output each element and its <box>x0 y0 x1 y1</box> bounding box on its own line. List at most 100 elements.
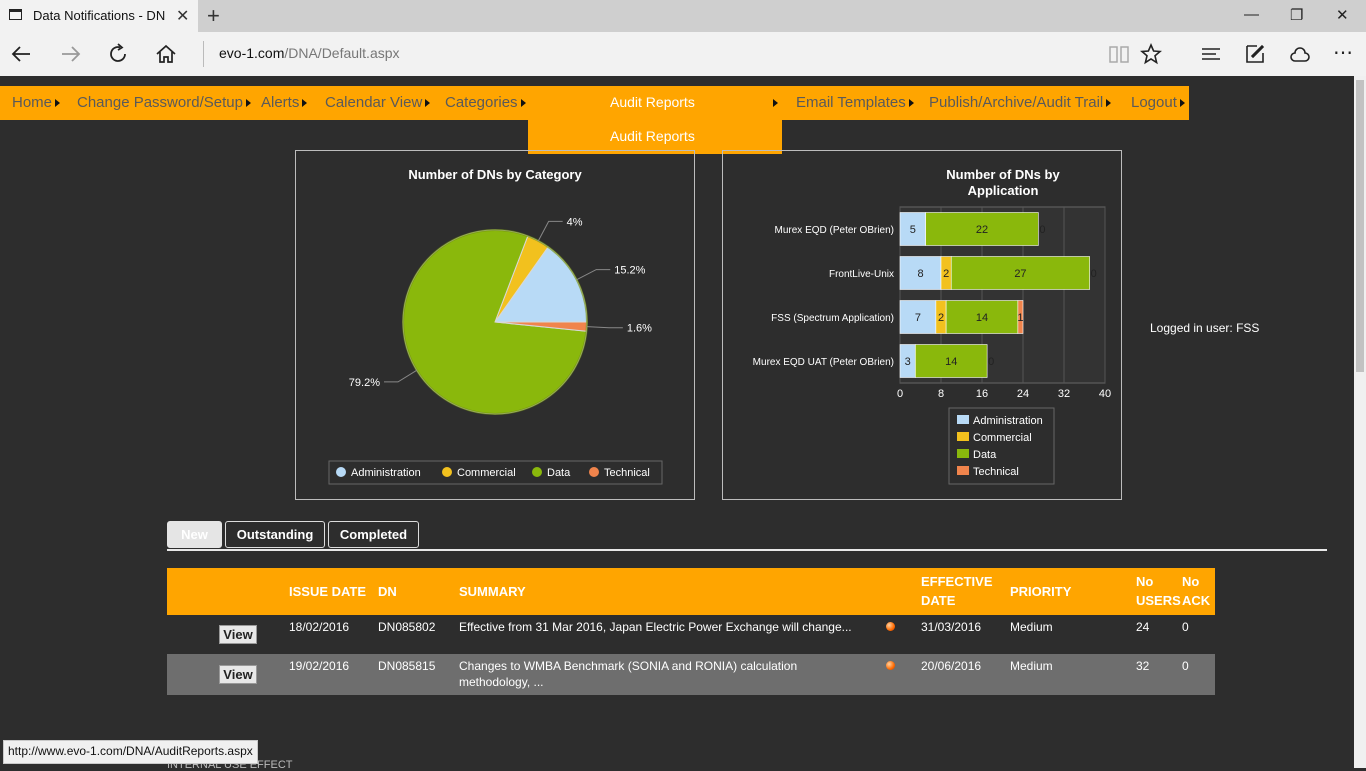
view-button[interactable]: View <box>219 625 257 644</box>
bar-legend-box <box>948 407 1055 485</box>
priority: Medium <box>1010 659 1053 673</box>
menu-logout[interactable]: Logout <box>1131 94 1185 111</box>
bar-data-label: 2 <box>943 268 949 280</box>
arrow-right-icon <box>1106 99 1112 108</box>
pie-legend-box <box>328 460 663 485</box>
x-tick-label: 8 <box>938 388 944 400</box>
summary: Effective from 31 Mar 2016, Japan Electr… <box>459 620 852 634</box>
more-icon[interactable]: ⋯ <box>1333 42 1353 64</box>
col-priority[interactable]: PRIORITY <box>1010 584 1072 599</box>
status-bar-url: http://www.evo-1.com/DNA/AuditReports.as… <box>3 740 258 764</box>
arrow-right-icon <box>245 99 251 108</box>
minimize-icon[interactable]: — <box>1244 6 1259 23</box>
menu-categories[interactable]: Categories <box>445 94 526 111</box>
x-tick-label: 32 <box>1058 388 1070 400</box>
menu-email-templates[interactable]: Email Templates <box>796 94 914 111</box>
scrollbar-thumb[interactable] <box>1356 80 1364 372</box>
menu-audit-reports[interactable]: Audit Reports <box>528 86 782 120</box>
dn-number: DN085815 <box>378 659 436 673</box>
bar-data-label: 1 <box>1017 312 1023 324</box>
col-no-ack-line1[interactable]: No <box>1182 574 1200 589</box>
address-toolbar: evo-1.com/DNA/Default.aspx ⋯ <box>0 32 1366 76</box>
bar-title-line1: Number of DNs by <box>946 167 1060 182</box>
new-tab-icon[interactable]: + <box>207 3 220 28</box>
favorite-star-icon[interactable] <box>1139 42 1163 66</box>
bar-chart: Number of DNs by Application 0 8 16 24 32 40 … <box>753 167 1111 485</box>
tab-new[interactable]: New <box>167 521 222 548</box>
priority: Medium <box>1010 620 1053 634</box>
close-window-icon[interactable]: ✕ <box>1336 7 1349 24</box>
col-effective-line1[interactable]: EFFECTIVE <box>921 574 993 589</box>
bar-segment-data[interactable] <box>945 300 1019 334</box>
summary-continued: methodology, ... <box>459 675 544 689</box>
y-tick-label: FrontLive-Unix <box>829 269 894 280</box>
no-ack: 0 <box>1182 620 1189 634</box>
col-dn[interactable]: DN <box>378 584 397 599</box>
col-no-ack-line2[interactable]: ACK <box>1182 593 1211 608</box>
close-tab-icon[interactable]: ✕ <box>176 8 190 25</box>
pie-data-label: 15.2% <box>614 265 645 277</box>
menu-label: Categories <box>445 94 518 111</box>
pie-data-label: 79.2% <box>349 377 380 389</box>
col-issue-date[interactable]: ISSUE DATE <box>289 584 367 599</box>
bar-legend-label: Commercial <box>973 432 1032 444</box>
bar-segment-administration[interactable] <box>899 256 942 290</box>
address-field[interactable]: evo-1.com/DNA/Default.aspx <box>219 45 400 61</box>
col-no-users-line2[interactable]: USERS <box>1136 593 1181 608</box>
bar-segment-data[interactable] <box>925 212 1039 246</box>
legend-pie-icon <box>589 467 599 477</box>
reading-view-icon[interactable] <box>1107 42 1131 66</box>
menu-label: Change Password/Setup <box>77 94 243 111</box>
bar-data-label: 14 <box>976 312 988 324</box>
browser-tab[interactable]: Data Notifications - DN ✕ <box>0 0 198 32</box>
hub-icon[interactable] <box>1199 42 1223 66</box>
restore-icon[interactable]: ❐ <box>1290 7 1304 24</box>
menu-label: Calendar View <box>325 94 423 111</box>
web-note-icon[interactable] <box>1243 42 1267 66</box>
page-icon <box>9 9 22 20</box>
submenu-audit-reports[interactable]: Audit Reports <box>528 120 782 154</box>
bar-data-label: 2 <box>938 312 944 324</box>
issue-date: 18/02/2016 <box>289 620 350 634</box>
effective-date: 31/03/2016 <box>921 620 982 634</box>
bar-legend-label: Technical <box>973 466 1019 478</box>
menu-publish-archive[interactable]: Publish/Archive/Audit Trail <box>929 94 1112 111</box>
bar-segment-administration[interactable] <box>899 212 926 246</box>
table-row: View 18/02/2016 DN085802 Effective from … <box>167 615 1215 654</box>
menu-home[interactable]: Home <box>12 94 61 111</box>
view-button[interactable]: View <box>219 665 257 684</box>
back-icon[interactable] <box>10 42 34 66</box>
tab-outstanding[interactable]: Outstanding <box>225 521 325 548</box>
refresh-icon[interactable] <box>106 42 130 66</box>
dn-number: DN085802 <box>378 620 436 634</box>
tab-completed[interactable]: Completed <box>328 521 419 548</box>
logged-in-user: Logged in user: FSS <box>1150 321 1260 335</box>
pie-data-label: 4% <box>567 216 583 228</box>
bar-segment-technical[interactable] <box>1017 300 1024 334</box>
bar-segment-administration[interactable] <box>899 300 937 334</box>
pie-title: Number of DNs by Category <box>408 167 582 182</box>
bar-segment-data[interactable] <box>950 256 1090 290</box>
bar-segment-data[interactable] <box>915 344 988 378</box>
menu-change-password[interactable]: Change Password/Setup <box>77 94 251 111</box>
forward-icon[interactable] <box>58 42 82 66</box>
page-content: Home Change Password/Setup Alerts Calend… <box>0 76 1354 768</box>
pie-legend-label: Technical <box>604 467 650 479</box>
menu-calendar-view[interactable]: Calendar View <box>325 94 431 111</box>
bar-data-label: 22 <box>976 224 988 236</box>
col-effective-line2[interactable]: DATE <box>921 593 956 608</box>
col-summary[interactable]: SUMMARY <box>459 584 526 599</box>
legend-bar-icon <box>957 432 969 441</box>
col-no-users-line1[interactable]: No <box>1136 574 1154 589</box>
bar-legend-label: Data <box>973 449 997 461</box>
arrow-right-icon <box>908 99 914 108</box>
bar-data-label: 3 <box>905 356 911 368</box>
pie-chart-panel: Number of DNs by Category 15.2% 4% 79.2% 1.… <box>295 150 695 500</box>
legend-pie-icon <box>532 467 542 477</box>
pie-legend-label: Commercial <box>457 467 516 479</box>
menu-alerts[interactable]: Alerts <box>261 94 308 111</box>
home-icon[interactable] <box>154 42 178 66</box>
url-host: evo-1.com <box>219 45 285 61</box>
menu-label: Logout <box>1131 94 1177 111</box>
share-icon[interactable] <box>1288 42 1312 66</box>
